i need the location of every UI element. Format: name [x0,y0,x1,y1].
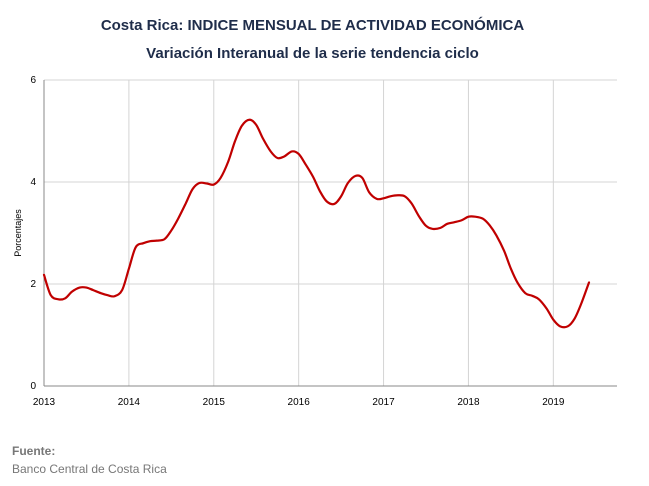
x-tick-label: 2014 [118,397,141,408]
y-tick-label: 2 [30,279,36,290]
y-axis-label: Porcentajes [13,209,23,257]
series-line [42,118,591,329]
y-tick-label: 0 [30,381,36,392]
source-label: Fuente: [12,444,56,458]
x-tick-label: 2016 [288,397,311,408]
y-tick-label: 6 [30,75,36,86]
x-tick-label: 2017 [372,397,395,408]
source-text: Banco Central de Costa Rica [12,462,167,476]
x-tick-label: 2013 [33,397,56,408]
chart-title: Costa Rica: INDICE MENSUAL DE ACTIVIDAD … [100,17,525,34]
y-tick-label: 4 [30,177,36,188]
chart-subtitle: Variación Interanual de la serie tendenc… [146,45,479,62]
x-tick-label: 2019 [542,397,565,408]
x-tick-label: 2018 [457,397,480,408]
x-tick-label: 2015 [203,397,226,408]
